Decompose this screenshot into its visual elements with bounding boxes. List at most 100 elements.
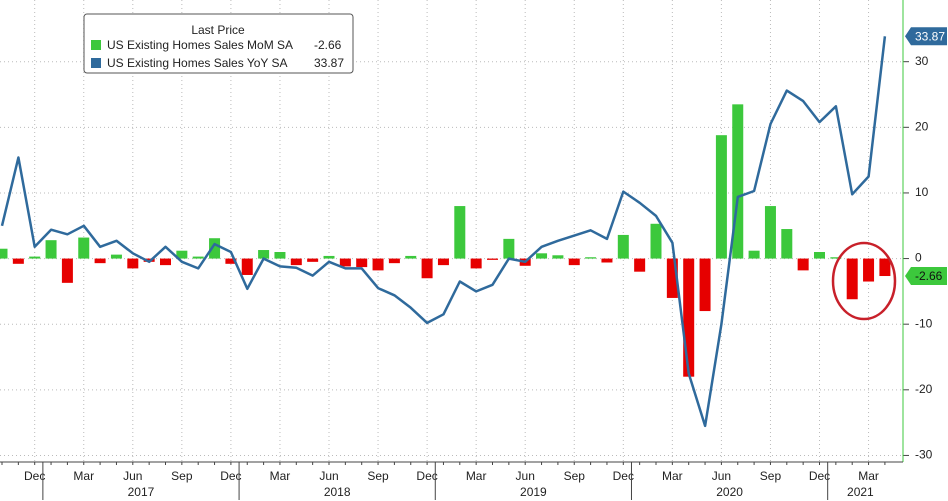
legend-label: US Existing Homes Sales YoY SA: [107, 56, 288, 70]
legend-swatch: [91, 58, 101, 68]
bar: [323, 255, 335, 259]
bar: [601, 258, 613, 263]
bar: [29, 256, 41, 259]
x-tick-label: Dec: [24, 469, 45, 483]
bar: [585, 257, 597, 259]
bar: [634, 258, 646, 272]
y-tick-label: 30: [915, 54, 929, 68]
bar: [110, 254, 122, 259]
bar: [388, 258, 400, 264]
x-tick-label: Mar: [858, 469, 879, 483]
bar: [715, 135, 727, 259]
value-tag-label: -2.66: [915, 269, 943, 283]
bar: [192, 256, 204, 259]
bar: [552, 255, 564, 259]
bar: [258, 250, 270, 259]
x-tick-label: Dec: [809, 469, 830, 483]
bar: [339, 258, 351, 267]
bar: [454, 206, 466, 259]
bar: [160, 258, 171, 266]
value-tag: [905, 267, 947, 286]
y-tick-label: -30: [915, 448, 933, 462]
bar: [437, 258, 449, 266]
bar: [699, 258, 711, 312]
bar: [78, 237, 90, 259]
bar: [487, 258, 498, 260]
x-tick-label: Mar: [73, 469, 94, 483]
bar: [274, 252, 286, 259]
bar: [176, 250, 188, 259]
bar: [650, 223, 662, 259]
highlight-circle: [831, 241, 897, 321]
x-tick-label: Dec: [613, 469, 634, 483]
x-tick-label: Jun: [712, 469, 731, 483]
x-tick-label: Jun: [123, 469, 142, 483]
legend-swatch: [91, 40, 101, 50]
bar: [846, 258, 858, 300]
y-tick-label: -20: [915, 382, 933, 396]
x-tick-label: Mar: [662, 469, 683, 483]
bar: [372, 258, 384, 271]
year-label: 2018: [324, 485, 351, 499]
bar: [683, 258, 695, 377]
legend-value: -2.66: [314, 38, 342, 52]
bar: [45, 240, 57, 259]
bar: [814, 252, 825, 259]
bar: [290, 258, 302, 266]
legend: Last Price US Existing Homes Sales MoM S…: [83, 13, 354, 74]
bar: [405, 255, 417, 259]
y-tick-label: 20: [915, 119, 929, 133]
year-label: 2017: [128, 485, 155, 499]
bar: [879, 258, 891, 277]
bar: [241, 258, 253, 275]
year-label: 2021: [847, 485, 874, 499]
x-tick-label: Sep: [367, 469, 389, 483]
legend-title: Last Price: [191, 23, 245, 37]
y-tick-label: 0: [915, 251, 922, 265]
x-tick-label: Sep: [564, 469, 586, 483]
value-tag-label: 33.87: [915, 29, 945, 43]
x-tick-label: Mar: [466, 469, 487, 483]
bar: [12, 258, 24, 264]
bar: [61, 258, 73, 283]
legend-label: US Existing Homes Sales MoM SA: [107, 38, 293, 52]
bar: [863, 258, 875, 282]
x-tick-label: Dec: [220, 469, 241, 483]
year-label: 2020: [716, 485, 743, 499]
x-tick-label: Sep: [760, 469, 782, 483]
bar: [732, 104, 744, 259]
y-tick-label: 10: [915, 185, 929, 199]
x-tick-label: Dec: [416, 469, 437, 483]
x-tick-label: Jun: [319, 469, 338, 483]
bar: [127, 258, 139, 269]
value-tag: [905, 27, 947, 46]
bar: [209, 238, 221, 259]
bar: [617, 234, 629, 259]
bar: [568, 258, 580, 266]
legend-box: [83, 13, 354, 74]
bar: [536, 253, 548, 259]
line: [0, 36, 887, 428]
x-tick-label: Sep: [171, 469, 193, 483]
bar: [503, 238, 515, 259]
legend-value: 33.87: [314, 56, 344, 70]
bar: [470, 258, 482, 269]
bar: [307, 258, 319, 262]
bar: [225, 258, 237, 264]
bar: [797, 258, 809, 271]
bar: [356, 258, 368, 268]
x-tick-label: Jun: [516, 469, 535, 483]
year-label: 2019: [520, 485, 547, 499]
x-tick-label: Mar: [270, 469, 291, 483]
bar: [830, 257, 842, 259]
bar: [666, 258, 678, 298]
bar: [421, 258, 433, 279]
bar: [94, 258, 106, 264]
y-tick-label: -10: [915, 316, 933, 330]
bar: [0, 248, 8, 259]
bar: [748, 250, 760, 259]
bar: [764, 206, 776, 259]
